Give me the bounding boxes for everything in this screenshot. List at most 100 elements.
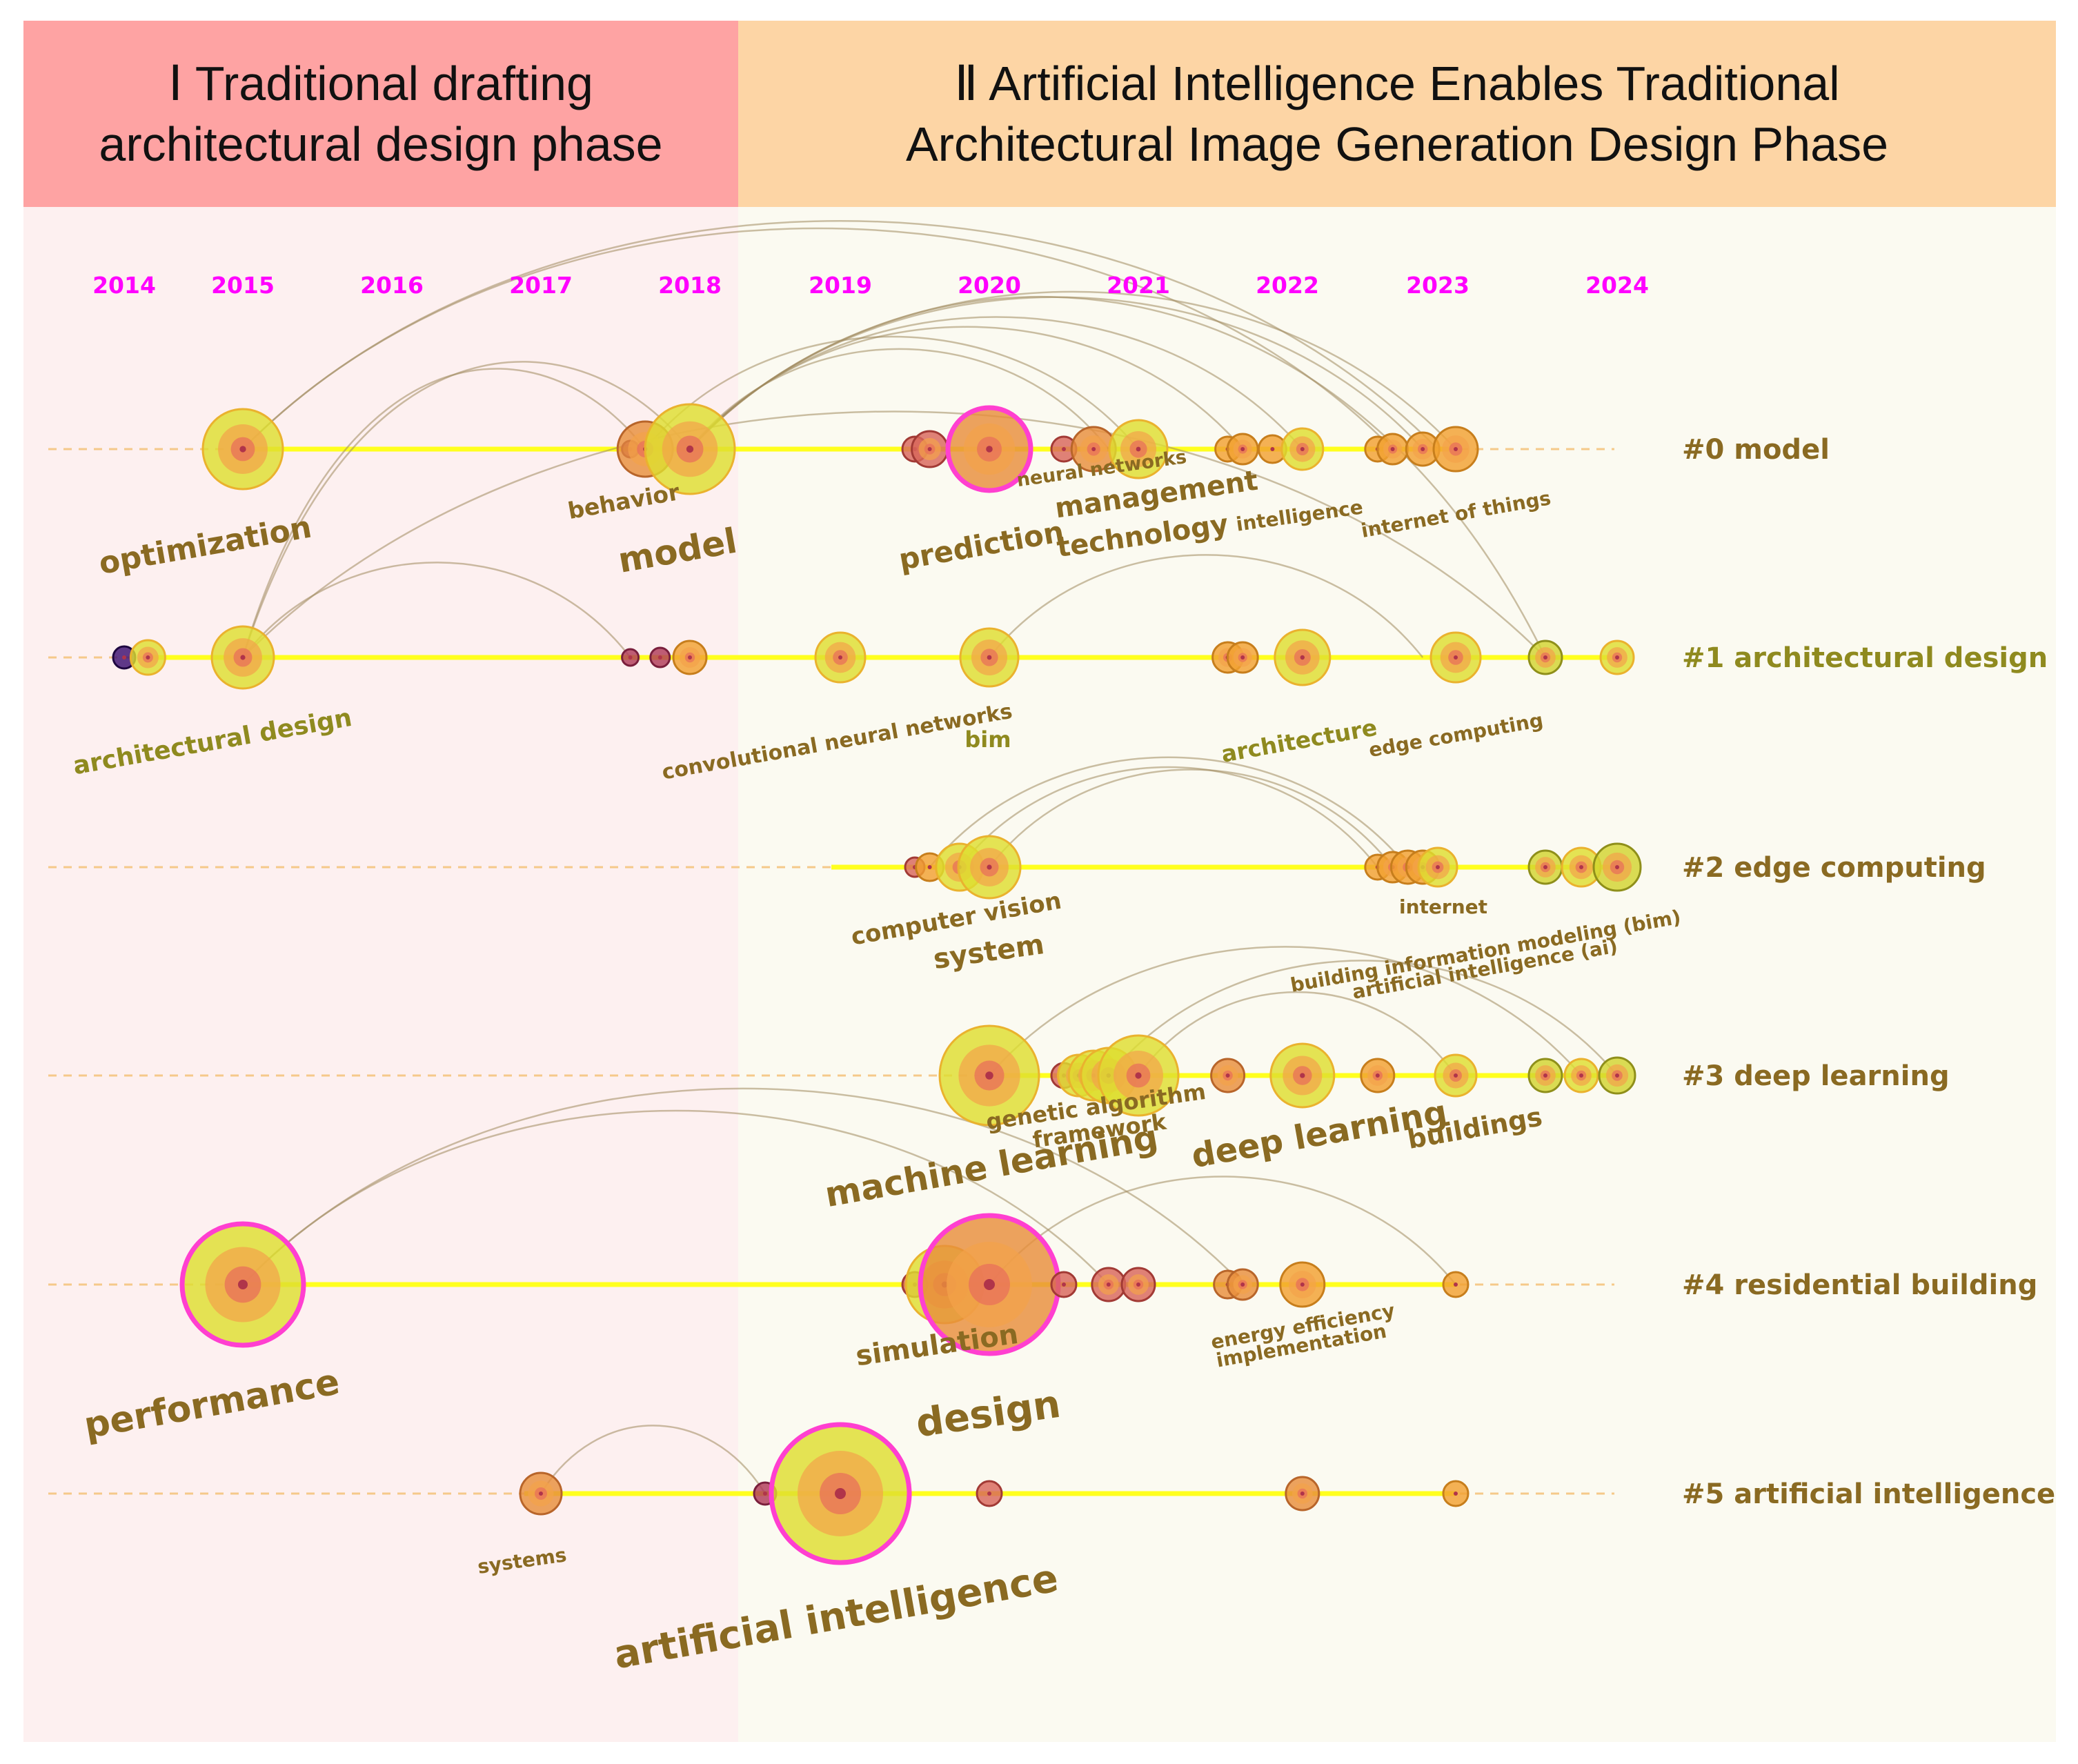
node-core <box>686 445 694 453</box>
co-citation-arc-23 <box>540 1425 766 1494</box>
node-core <box>1225 1073 1230 1078</box>
keyword-label: edge computing <box>1367 708 1545 762</box>
node-core <box>1136 1282 1140 1287</box>
phase-1-background <box>23 207 738 1742</box>
node-core <box>1454 1073 1458 1078</box>
cluster-label-3: #3 deep learning <box>1682 1060 1950 1092</box>
keyword-node-40 <box>1417 846 1458 888</box>
node-core <box>835 1488 846 1499</box>
year-label-2022: 2022 <box>1256 272 1319 299</box>
node-core <box>1579 865 1583 869</box>
co-citation-arcs <box>241 219 1618 1494</box>
node-core <box>1300 447 1305 451</box>
keyword-node-16 <box>1405 431 1441 467</box>
node-core <box>1240 447 1245 451</box>
keyword-node-71 <box>976 1480 1003 1507</box>
keyword-node-63 <box>1120 1267 1156 1302</box>
keyword-node-35 <box>957 835 1022 900</box>
keyword-node-5 <box>911 430 949 468</box>
node-core <box>240 655 246 660</box>
keyword-label: system <box>931 929 1046 975</box>
node-core <box>1579 1073 1583 1078</box>
node-core <box>1106 1282 1111 1287</box>
node-core <box>763 1492 767 1496</box>
node-core <box>1135 1072 1142 1079</box>
node-core <box>1062 447 1066 451</box>
keyword-node-68 <box>519 1471 563 1516</box>
co-citation-arc-17 <box>989 946 1582 1076</box>
keyword-node-44 <box>938 1024 1040 1127</box>
keyword-node-25 <box>959 627 1020 688</box>
keyword-node-72 <box>1285 1476 1320 1512</box>
keyword-node-23 <box>672 640 708 675</box>
keyword-node-70 <box>769 1422 912 1565</box>
node-core <box>984 1279 995 1290</box>
node-core <box>927 865 932 869</box>
year-axis: 2014 2015 2016 2017 2018 2019 2020 2021 2022 2023… <box>92 272 1649 299</box>
node-core <box>657 655 662 660</box>
co-citation-arc-18 <box>1107 960 1618 1076</box>
node-core <box>987 1492 991 1496</box>
keyword-node-55 <box>1563 1058 1599 1093</box>
node-core <box>688 655 692 660</box>
node-core <box>1454 655 1458 660</box>
keyword-label: behavior <box>566 478 682 524</box>
co-citation-arc-14 <box>929 756 1409 868</box>
co-citation-arc-9 <box>242 410 1546 658</box>
keyword-label: intelligence <box>1235 495 1365 535</box>
node-core <box>1615 865 1619 869</box>
keyword-label: model <box>615 521 740 581</box>
co-citation-arc-7 <box>689 348 1109 450</box>
node-core <box>1454 447 1458 451</box>
node-core <box>1240 655 1245 660</box>
node-core <box>1300 655 1305 660</box>
keyword-node-73 <box>1442 1480 1470 1507</box>
year-label-2019: 2019 <box>809 272 872 299</box>
node-core <box>838 655 842 660</box>
node-core <box>1091 447 1096 451</box>
keyword-node-27 <box>1226 641 1259 674</box>
keyword-node-13 <box>1280 427 1325 471</box>
node-core <box>1421 447 1425 451</box>
node-core <box>1062 1282 1066 1287</box>
keyword-node-53 <box>1434 1053 1478 1098</box>
node-core <box>1300 1282 1305 1287</box>
node-core <box>122 655 126 660</box>
keyword-label: internet of things <box>1359 486 1552 542</box>
cluster-label-1: #1 architectural design <box>1682 642 2048 674</box>
node-core <box>927 447 932 451</box>
keyword-node-61 <box>1050 1271 1078 1298</box>
node-core <box>1454 1282 1458 1287</box>
phase-1-header: Ⅰ Traditional drafting architectural des… <box>23 21 738 207</box>
phase-2-header: Ⅱ Artificial Intelligence Enables Tradit… <box>738 21 2056 207</box>
keyword-node-17 <box>1432 426 1479 473</box>
keyword-node-54 <box>1527 1058 1563 1093</box>
keyword-node-67 <box>1442 1271 1470 1298</box>
keyword-node-8 <box>1070 426 1117 473</box>
co-citation-arc-21 <box>242 1109 1109 1285</box>
keyword-node-29 <box>1429 631 1482 684</box>
co-citation-arc-1 <box>242 227 1394 450</box>
node-core <box>987 655 992 660</box>
node-core <box>1390 447 1395 451</box>
node-core <box>539 1492 543 1496</box>
keyword-node-3 <box>644 403 736 495</box>
year-label-2015: 2015 <box>211 272 275 299</box>
keyword-label: architecture <box>1219 714 1379 768</box>
keyword-label: performance <box>81 1361 342 1447</box>
year-label-2014: 2014 <box>92 272 156 299</box>
cluster-labels: #0 model #1 architectural design #2 edge c… <box>1682 434 2055 1510</box>
node-core <box>1543 1073 1547 1078</box>
keyword-node-52 <box>1360 1058 1396 1093</box>
co-citation-arc-15 <box>989 769 1394 868</box>
keyword-node-30 <box>1527 640 1563 675</box>
keyword-label: prediction <box>896 515 1067 577</box>
keyword-node-11 <box>1226 433 1259 466</box>
co-citation-arc-19 <box>1137 991 1457 1076</box>
keyword-label: design <box>913 1382 1064 1447</box>
keyword-node-15 <box>1376 433 1409 466</box>
year-label-2020: 2020 <box>958 272 1021 299</box>
node-core <box>1300 1492 1305 1496</box>
